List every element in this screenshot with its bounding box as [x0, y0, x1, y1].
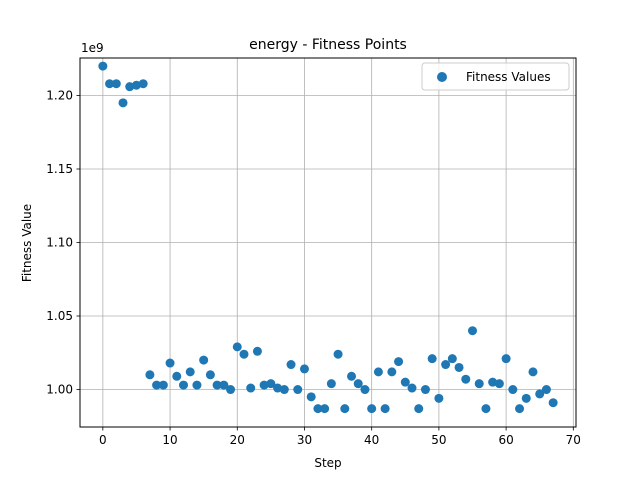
data-point: [145, 370, 155, 380]
data-point: [333, 349, 343, 359]
x-tick-label: 10: [162, 433, 177, 447]
data-point: [414, 404, 424, 414]
data-point: [293, 385, 303, 395]
data-point: [320, 404, 330, 414]
x-tick-label: 60: [498, 433, 513, 447]
data-point: [367, 404, 377, 414]
data-point: [246, 383, 256, 393]
legend-marker: [437, 72, 447, 82]
data-point: [347, 371, 357, 381]
x-tick-label: 70: [566, 433, 581, 447]
data-point: [488, 377, 498, 387]
y-tick-label: 1.00: [46, 383, 73, 397]
x-tick-label: 20: [230, 433, 245, 447]
x-axis-label: Step: [314, 456, 341, 470]
data-point: [205, 370, 215, 380]
data-point: [131, 80, 141, 90]
data-point: [192, 380, 202, 390]
y-tick-label: 1.15: [46, 162, 73, 176]
data-point: [138, 79, 148, 89]
data-point: [420, 385, 430, 395]
data-point: [528, 367, 538, 377]
data-point: [98, 61, 108, 71]
chart-title: energy - Fitness Points: [249, 37, 407, 53]
data-point: [373, 367, 383, 377]
data-point: [199, 355, 209, 365]
data-point: [407, 383, 417, 393]
data-point: [266, 379, 276, 389]
data-point: [380, 404, 390, 414]
data-point: [273, 383, 283, 393]
data-point: [286, 360, 296, 370]
data-point: [521, 393, 531, 403]
data-point: [179, 380, 189, 390]
data-point: [226, 385, 236, 395]
y-axis-offset-label: 1e9: [81, 41, 104, 55]
data-point: [239, 349, 249, 359]
data-point: [165, 358, 175, 368]
data-point: [541, 385, 551, 395]
y-tick-label: 1.10: [46, 236, 73, 250]
data-point: [548, 398, 558, 408]
data-point: [353, 379, 363, 389]
x-tick-label: 40: [364, 433, 379, 447]
data-point: [232, 342, 242, 352]
ticks: 0 10 20 30 40 50 60 70 1.00 1.05 1.10 1.15 1.20: [46, 88, 581, 447]
data-point: [447, 354, 457, 364]
data-point: [172, 371, 182, 381]
data-point: [481, 404, 491, 414]
data-point: [501, 354, 511, 364]
data-point: [434, 393, 444, 403]
data-point: [508, 385, 518, 395]
data-point: [360, 385, 370, 395]
data-point: [185, 367, 195, 377]
data-point: [441, 360, 451, 370]
x-tick-label: 50: [431, 433, 446, 447]
data-point: [461, 374, 471, 384]
legend-label: Fitness Values: [466, 70, 551, 84]
data-point: [313, 404, 323, 414]
data-point: [212, 380, 222, 390]
data-point: [306, 392, 316, 402]
data-point: [387, 367, 397, 377]
legend: Fitness Values: [421, 62, 570, 91]
y-axis-label: Fitness Value: [20, 204, 34, 282]
data-point: [158, 380, 168, 390]
y-tick-label: 1.20: [46, 88, 73, 102]
y-tick-label: 1.05: [46, 309, 73, 323]
data-point: [105, 79, 115, 89]
data-point: [219, 380, 229, 390]
data-point: [340, 404, 350, 414]
data-point: [427, 354, 437, 364]
data-point: [118, 98, 128, 108]
data-point: [400, 377, 410, 387]
data-point: [299, 364, 309, 374]
data-points: [98, 61, 558, 414]
data-point: [252, 346, 262, 356]
data-point: [394, 357, 404, 367]
data-point: [467, 326, 477, 336]
data-point: [152, 380, 162, 390]
data-point: [111, 79, 121, 89]
data-point: [515, 404, 525, 414]
data-point: [474, 379, 484, 389]
data-point: [279, 385, 289, 395]
data-point: [326, 379, 336, 389]
x-tick-label: 30: [297, 433, 312, 447]
legend-box: [421, 62, 570, 91]
data-point: [494, 379, 504, 389]
data-point: [535, 389, 545, 399]
data-point: [454, 362, 464, 372]
data-point: [125, 82, 135, 92]
data-point: [259, 380, 269, 390]
x-tick-label: 0: [99, 433, 107, 447]
